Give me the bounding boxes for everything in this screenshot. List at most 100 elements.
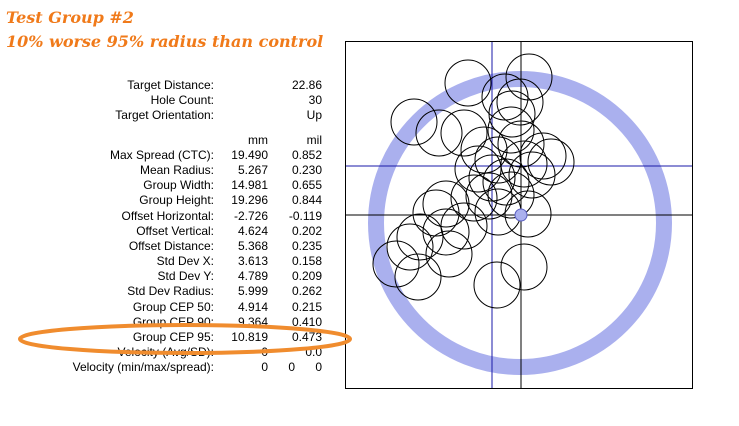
stat-row: Group Width: 14.981 0.655 bbox=[40, 178, 340, 193]
stat-value-mil: 0.215 bbox=[291, 299, 322, 314]
stat-value-mm: 14.981 bbox=[231, 178, 268, 193]
stat-label: Std Dev X: bbox=[156, 254, 214, 269]
stat-value-mil: 0.209 bbox=[291, 269, 322, 284]
bullet-hole bbox=[504, 190, 552, 238]
bullet-hole bbox=[500, 243, 548, 291]
bullet-hole bbox=[519, 132, 567, 180]
bullet-hole bbox=[482, 158, 530, 206]
stat-row: Group Height: 19.296 0.844 bbox=[40, 193, 340, 208]
stat-value-mil: -0.119 bbox=[288, 208, 322, 223]
stat-label: Std Dev Y: bbox=[157, 269, 214, 284]
stat-row: Offset Horizontal: -2.726 -0.119 bbox=[40, 209, 340, 224]
stat-row-target-orientation: Target Orientation: Up bbox=[40, 108, 340, 123]
stat-row: Std Dev X: 3.613 0.158 bbox=[40, 254, 340, 269]
stat-row: Offset Vertical: 4.624 0.202 bbox=[40, 224, 340, 239]
stat-label: Hole Count: bbox=[150, 93, 214, 108]
bullet-hole bbox=[440, 109, 488, 157]
bullet-hole bbox=[527, 138, 575, 186]
bullet-hole bbox=[386, 223, 434, 271]
stat-row: Max Spread (CTC): 19.490 0.852 bbox=[40, 148, 340, 163]
stat-value-mm: 5.999 bbox=[237, 284, 268, 299]
stat-row-hole-count: Hole Count: 30 bbox=[40, 93, 340, 108]
bullet-hole bbox=[468, 154, 516, 202]
stat-value-mm: 9.364 bbox=[237, 314, 268, 329]
stat-value-mil: 0.0 bbox=[305, 345, 322, 360]
stat-label: Group CEP 95: bbox=[132, 330, 214, 344]
stat-value-mm: 10.819 bbox=[231, 330, 268, 344]
stat-label: Velocity (min/max/spread): bbox=[72, 360, 214, 375]
stat-row-target-distance: Target Distance: 22.86 bbox=[40, 78, 340, 93]
bullet-hole bbox=[473, 261, 521, 309]
bullet-hole bbox=[487, 171, 535, 219]
bullet-hole bbox=[390, 98, 438, 146]
bullet-hole bbox=[372, 240, 420, 288]
stat-label: Offset Horizontal: bbox=[121, 208, 214, 223]
target-plot-canvas bbox=[346, 42, 692, 388]
bullet-hole bbox=[487, 106, 535, 154]
aim-point-marker bbox=[514, 208, 528, 222]
stat-label: Group Height: bbox=[139, 193, 214, 208]
bullet-hole bbox=[450, 174, 498, 222]
stat-label: Target Distance: bbox=[127, 78, 214, 92]
stat-row-velocity-min-max: Velocity (min/max/spread): 0 0 0 bbox=[40, 360, 340, 375]
stat-value-mm: 5.368 bbox=[237, 238, 268, 253]
stat-label: Mean Radius: bbox=[139, 162, 214, 177]
bullet-hole bbox=[444, 59, 492, 107]
stat-row: Mean Radius: 5.267 0.230 bbox=[40, 163, 340, 178]
stat-row: Velocity (Avg/SD): 0 0.0 bbox=[40, 345, 340, 360]
stat-value: 22.86 bbox=[291, 78, 322, 92]
stat-value-mm: 4.789 bbox=[237, 269, 268, 284]
bullet-hole bbox=[497, 120, 545, 168]
units-header-row: mm mil bbox=[40, 133, 340, 148]
stat-value-mil: 0.230 bbox=[291, 162, 322, 177]
stat-label: Velocity (Avg/SD): bbox=[117, 345, 214, 360]
stat-row: Group CEP 95: 10.819 0.473 bbox=[40, 330, 340, 345]
stat-label: Group CEP 90: bbox=[132, 314, 214, 329]
bullet-hole bbox=[505, 53, 553, 101]
stat-value-mm: 5.267 bbox=[237, 162, 268, 177]
stat-value-mil: 0.844 bbox=[291, 193, 322, 208]
bullet-hole bbox=[440, 202, 488, 250]
statistics-panel: Target Distance: 22.86 Hole Count: 30 Ta… bbox=[40, 78, 340, 376]
target-plot bbox=[345, 41, 693, 389]
stat-value-mm: 3.613 bbox=[237, 254, 268, 269]
stat-row: Group CEP 50: 4.914 0.215 bbox=[40, 300, 340, 315]
stat-label: Group Width: bbox=[143, 178, 214, 193]
stat-value-mil: 0.473 bbox=[291, 330, 322, 344]
stat-value-mm: 0 bbox=[261, 345, 268, 360]
stat-row: Std Dev Radius: 5.999 0.262 bbox=[40, 284, 340, 299]
bullet-hole bbox=[500, 140, 548, 188]
stat-value-mil: 0.655 bbox=[291, 178, 322, 193]
bullet-hole bbox=[425, 230, 473, 278]
bullet-hole bbox=[508, 151, 556, 199]
stat-value-mm: 4.914 bbox=[237, 299, 268, 314]
bullet-hole bbox=[396, 213, 444, 261]
stat-value-mil: 0.852 bbox=[291, 147, 322, 162]
stat-label: Max Spread (CTC): bbox=[109, 147, 214, 162]
unit-mm-header: mm bbox=[248, 132, 268, 147]
stat-label: Offset Vertical: bbox=[136, 223, 214, 238]
chart-subtitle: 10% worse 95% radius than control bbox=[6, 32, 324, 51]
stat-value-min: 0 bbox=[261, 360, 268, 375]
bullet-hole bbox=[460, 126, 508, 174]
stat-value-mm: 19.490 bbox=[231, 147, 268, 162]
stat-label: Offset Distance: bbox=[128, 238, 214, 253]
bullet-hole bbox=[412, 189, 460, 237]
bullet-hole bbox=[496, 78, 544, 126]
stat-value-mil: 0.410 bbox=[291, 314, 322, 329]
bullet-hole bbox=[394, 253, 442, 301]
bullet-hole bbox=[474, 136, 522, 184]
stat-value-mm: 4.624 bbox=[237, 223, 268, 238]
bullet-hole bbox=[454, 145, 502, 193]
stat-value: 30 bbox=[308, 93, 322, 108]
unit-mil-header: mil bbox=[306, 132, 322, 147]
stat-row: Std Dev Y: 4.789 0.209 bbox=[40, 269, 340, 284]
bullet-hole bbox=[465, 172, 513, 220]
bullet-hole bbox=[488, 90, 536, 138]
chart-title: Test Group #2 bbox=[6, 8, 134, 27]
stat-label: Group CEP 50: bbox=[132, 299, 214, 314]
stat-value-mm: -2.726 bbox=[233, 208, 268, 223]
stat-label: Std Dev Radius: bbox=[127, 284, 214, 299]
bullet-hole bbox=[422, 180, 470, 228]
stat-value-mil: 0.158 bbox=[291, 254, 322, 269]
